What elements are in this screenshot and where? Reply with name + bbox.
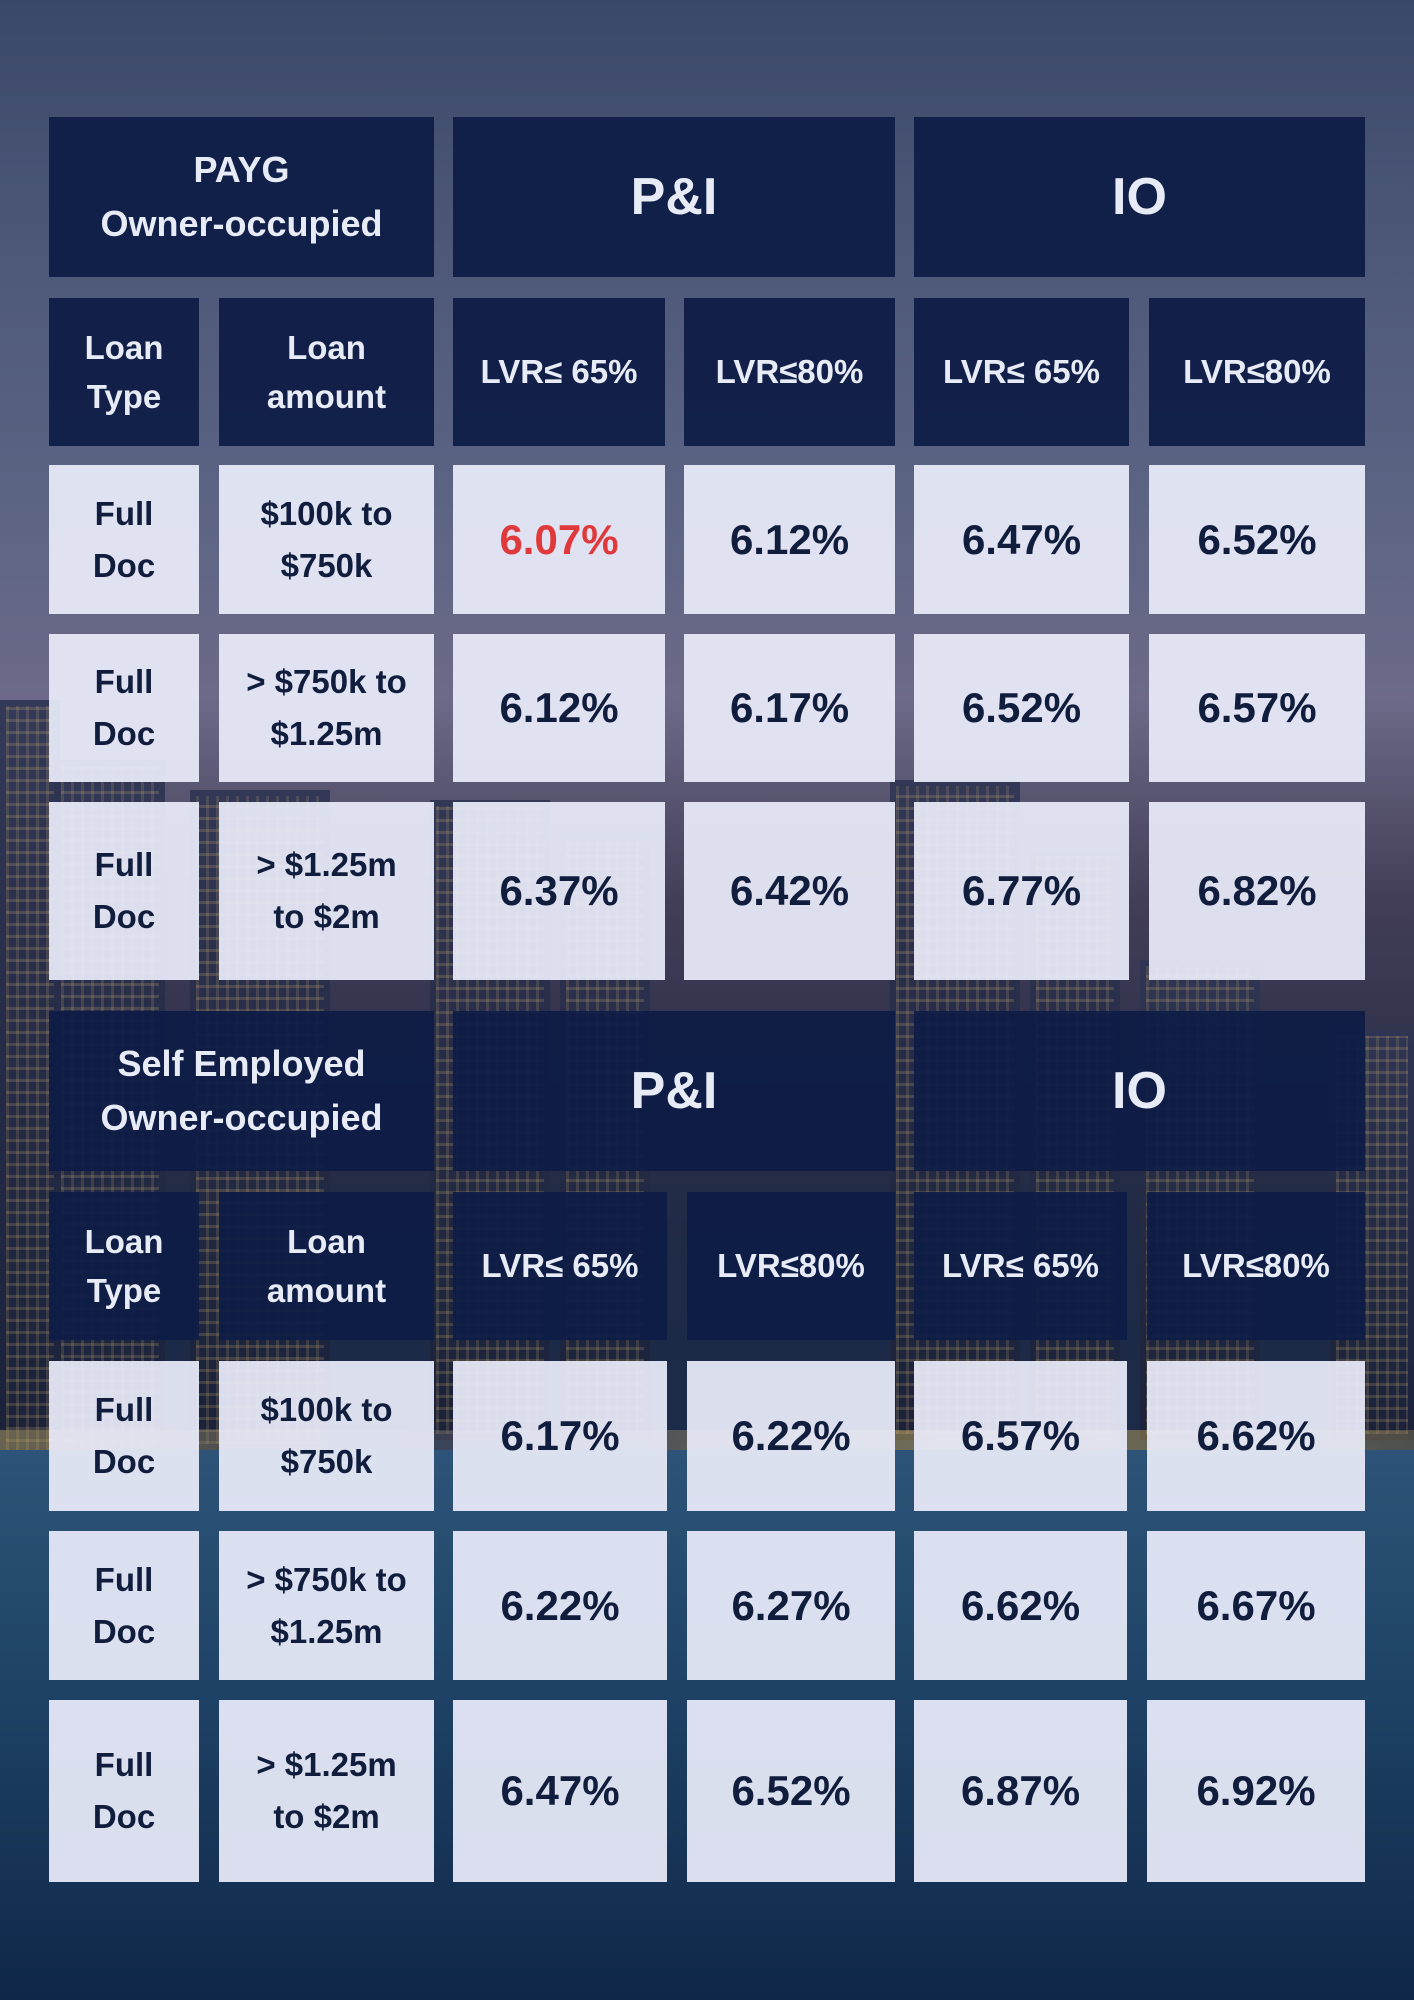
loan-amount-line1: > $750k to: [246, 1560, 407, 1598]
loan-type-cell: Full Doc: [49, 802, 199, 980]
rate-cell: 6.42%: [684, 802, 895, 980]
rate-cell: 6.17%: [453, 1361, 667, 1511]
rate-cell: 6.17%: [684, 634, 895, 782]
rate-cell: 6.12%: [684, 465, 895, 614]
loan-type-line1: Full: [94, 1560, 154, 1598]
section-title-line2: Owner-occupied: [100, 1097, 383, 1138]
loan-type-header-line1: Loan: [84, 1223, 164, 1260]
loan-amount-line1: $100k to: [260, 494, 393, 532]
rate-cell: 6.62%: [914, 1531, 1127, 1680]
pi-header: P&I: [453, 1011, 895, 1171]
loan-amount-line1: $100k to: [260, 1391, 393, 1428]
rate-cell: 6.37%: [453, 802, 665, 980]
loan-type-header-line2: Type: [86, 1272, 162, 1309]
loan-type-header-line1: Loan: [84, 329, 164, 366]
rate-cell: 6.57%: [1149, 634, 1365, 782]
rate-cell: 6.62%: [1147, 1361, 1365, 1511]
section-title-line2: Owner-occupied: [100, 203, 383, 244]
section-title-line1: Self Employed: [117, 1043, 366, 1084]
loan-type-cell: Full Doc: [49, 634, 199, 782]
loan-amount-line2: $1.25m: [270, 1612, 383, 1650]
lvr-header: LVR≤ 65%: [914, 298, 1129, 446]
loan-amount-header: Loan amount: [219, 1192, 434, 1340]
rate-cell: 6.47%: [914, 465, 1129, 614]
loan-type-line2: Doc: [92, 546, 156, 584]
rate-cell: 6.52%: [914, 634, 1129, 782]
loan-type-line1: Full: [94, 663, 154, 700]
loan-type-line2: Doc: [92, 898, 156, 935]
loan-amount-header-line2: amount: [266, 1272, 387, 1309]
loan-type-cell: Full Doc: [49, 1361, 199, 1511]
loan-type-line1: Full: [94, 1391, 154, 1428]
loan-amount-line2: to $2m: [273, 1798, 380, 1835]
loan-type-header: Loan Type: [49, 1192, 199, 1340]
loan-amount-cell: $100k to $750k: [219, 465, 434, 614]
loan-type-cell: Full Doc: [49, 1531, 199, 1680]
loan-amount-line1: > $750k to: [246, 663, 407, 700]
rate-cell: 6.57%: [914, 1361, 1127, 1511]
lvr-header: LVR≤80%: [687, 1192, 895, 1340]
loan-amount-line2: $750k: [280, 1443, 373, 1480]
rate-cell: 6.27%: [687, 1531, 895, 1680]
loan-amount-header-line2: amount: [266, 378, 387, 415]
rate-cell: 6.47%: [453, 1700, 667, 1882]
loan-amount-cell: > $1.25m to $2m: [219, 802, 434, 980]
lvr-header: LVR≤ 65%: [453, 1192, 667, 1340]
io-header: IO: [914, 1011, 1365, 1171]
loan-type-line1: Full: [94, 1746, 154, 1783]
loan-amount-header-line1: Loan: [287, 1223, 366, 1260]
rate-cell: 6.82%: [1149, 802, 1365, 980]
section-title: PAYG Owner-occupied: [49, 117, 434, 277]
loan-amount-header-line1: Loan: [287, 329, 366, 366]
lvr-header: LVR≤ 65%: [914, 1192, 1127, 1340]
loan-type-line2: Doc: [92, 1612, 156, 1650]
section-title: Self Employed Owner-occupied: [49, 1011, 434, 1171]
rate-cell: 6.92%: [1147, 1700, 1365, 1882]
lvr-header: LVR≤80%: [1147, 1192, 1365, 1340]
rate-cell: 6.52%: [1149, 465, 1365, 614]
rate-cell: 6.22%: [453, 1531, 667, 1680]
rate-cell: 6.87%: [914, 1700, 1127, 1882]
loan-amount-cell: > $1.25m to $2m: [219, 1700, 434, 1882]
loan-type-line2: Doc: [92, 715, 156, 752]
loan-type-header: Loan Type: [49, 298, 199, 446]
loan-amount-cell: > $750k to $1.25m: [219, 634, 434, 782]
loan-type-cell: Full Doc: [49, 465, 199, 614]
lvr-header: LVR≤ 65%: [453, 298, 665, 446]
loan-type-line2: Doc: [92, 1443, 156, 1480]
rate-cell: 6.22%: [687, 1361, 895, 1511]
loan-type-line1: Full: [94, 846, 154, 883]
loan-type-line1: Full: [94, 494, 154, 532]
section-title-line1: PAYG: [193, 149, 290, 190]
rate-cell: 6.77%: [914, 802, 1129, 980]
pi-header: P&I: [453, 117, 895, 277]
loan-amount-line1: > $1.25m: [256, 846, 397, 883]
rate-cell-highlight: 6.07%: [453, 465, 665, 614]
loan-amount-line2: to $2m: [273, 898, 380, 935]
lvr-header: LVR≤80%: [684, 298, 895, 446]
loan-amount-header: Loan amount: [219, 298, 434, 446]
loan-amount-cell: > $750k to $1.25m: [219, 1531, 434, 1680]
loan-amount-line1: > $1.25m: [256, 1746, 397, 1783]
rate-cell: 6.67%: [1147, 1531, 1365, 1680]
io-header: IO: [914, 117, 1365, 277]
rate-cell: 6.52%: [687, 1700, 895, 1882]
loan-amount-line2: $1.25m: [270, 715, 383, 752]
loan-type-cell: Full Doc: [49, 1700, 199, 1882]
loan-amount-line2: $750k: [280, 546, 373, 584]
loan-type-line2: Doc: [92, 1798, 156, 1835]
lvr-header: LVR≤80%: [1149, 298, 1365, 446]
loan-type-header-line2: Type: [86, 378, 162, 415]
rate-cell: 6.12%: [453, 634, 665, 782]
loan-amount-cell: $100k to $750k: [219, 1361, 434, 1511]
